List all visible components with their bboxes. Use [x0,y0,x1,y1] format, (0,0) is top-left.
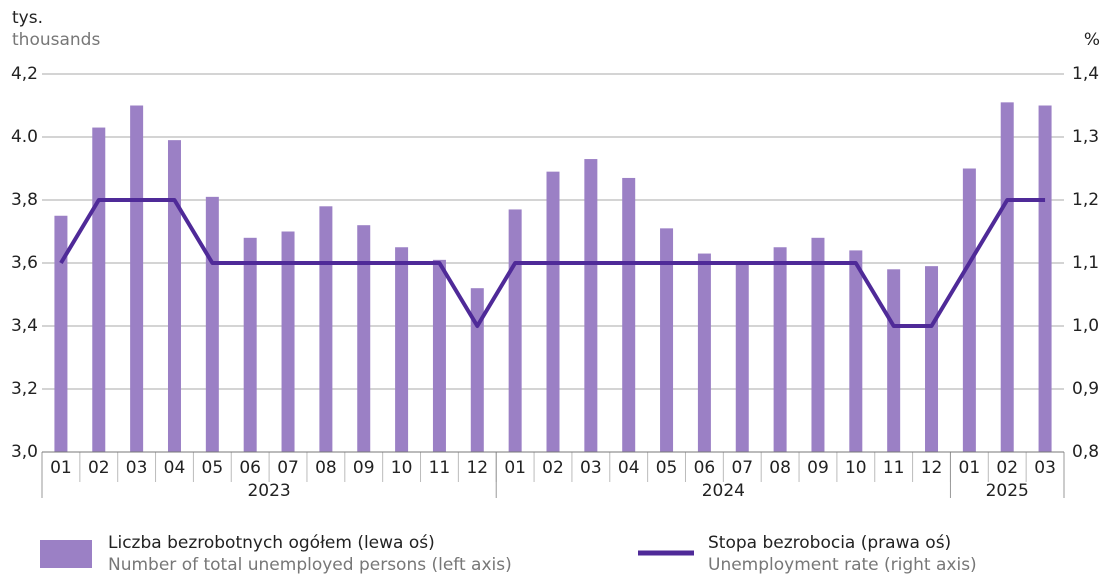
y2-tick-label: 1,2 [1072,190,1099,210]
x-tick-label: 10 [845,458,867,478]
bar [508,209,522,452]
legend-label: Liczba bezrobotnych ogółem (lewa oś) [108,533,435,553]
x-group-label: 2025 [986,481,1029,501]
bar [205,196,219,452]
x-tick-label: 07 [277,458,299,478]
y-unit-label-en: thousands [12,30,100,50]
x-group-label: 2023 [247,481,290,501]
bar [697,253,711,452]
x-tick-label: 10 [391,458,413,478]
bar [243,237,257,452]
bar [319,206,333,452]
y2-tick-label: 1,0 [1072,316,1099,336]
y2-tick-label: 1,1 [1072,253,1099,273]
x-tick-label: 02 [88,458,110,478]
y-tick-label: 4.0 [11,127,38,147]
legend-label: Stopa bezrobocia (prawa oś) [708,533,951,553]
bar [849,250,863,452]
bar [54,215,68,452]
x-tick-label: 02 [542,458,564,478]
x-tick-label: 11 [883,458,905,478]
legend-label-en: Number of total unemployed persons (left… [108,555,512,575]
y-tick-label: 3,2 [11,379,38,399]
x-tick-label: 08 [769,458,791,478]
bar [92,127,106,453]
x-tick-label: 06 [694,458,716,478]
x-tick-label: 01 [504,458,526,478]
x-tick-label: 03 [126,458,148,478]
x-tick-label: 12 [466,458,488,478]
x-tick-label: 09 [353,458,375,478]
bar [811,237,825,452]
x-tick-label: 08 [315,458,337,478]
bar [546,171,560,452]
x-tick-label: 12 [921,458,943,478]
x-tick-label: 01 [959,458,981,478]
legend-swatch [40,540,92,568]
y2-tick-label: 1,3 [1072,127,1099,147]
bar [395,247,409,452]
bar [925,266,939,452]
bar [1000,102,1014,452]
x-tick-label: 04 [618,458,640,478]
bar [167,140,181,452]
line [59,198,1046,328]
bar [130,105,144,452]
x-tick-label: 11 [429,458,451,478]
bar [773,247,787,452]
bar [584,159,598,453]
bar [735,263,749,452]
x-tick-label: 02 [996,458,1018,478]
x-tick-label: 06 [239,458,261,478]
x-tick-label: 04 [164,458,186,478]
y-tick-label: 3,0 [11,442,38,462]
bar [470,288,484,452]
bar [357,225,371,452]
bar [281,231,295,452]
x-tick-label: 07 [731,458,753,478]
y2-tick-label: 0,8 [1072,442,1099,462]
x-tick-label: 03 [1034,458,1056,478]
y2-tick-label: 1,4 [1072,64,1099,84]
bar [432,259,446,452]
bar [622,177,636,452]
x-tick-label: 05 [656,458,678,478]
bar [962,168,976,452]
y-tick-label: 3,4 [11,316,38,336]
bar [887,269,901,452]
y2-tick-label: 0,9 [1072,379,1099,399]
bar [660,228,674,452]
y-tick-label: 3,6 [11,253,38,273]
x-tick-label: 09 [807,458,829,478]
x-tick-label: 05 [202,458,224,478]
legend-label-en: Unemployment rate (right axis) [708,555,977,575]
x-group-label: 2024 [702,481,745,501]
y-tick-label: 3,8 [11,190,38,210]
x-tick-label: 03 [580,458,602,478]
y-tick-label: 4,2 [11,64,38,84]
x-tick-label: 01 [50,458,72,478]
y2-unit-label: % [1084,30,1100,50]
bar [1038,105,1052,452]
y-unit-label: tys. [12,8,43,28]
